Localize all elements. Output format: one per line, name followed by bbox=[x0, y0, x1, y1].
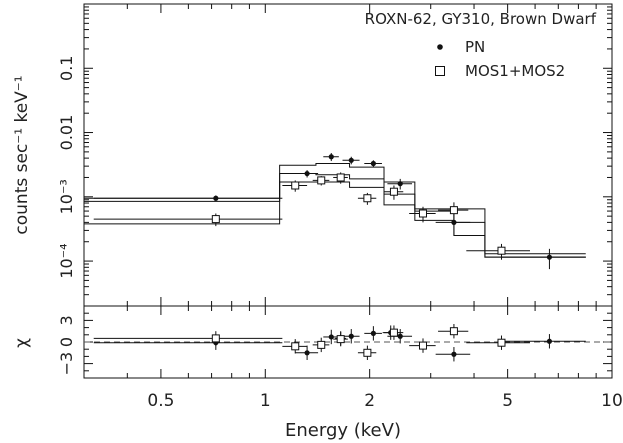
spectrum-y-tick-label: 0.1 bbox=[57, 56, 76, 81]
spectrum-mos-point bbox=[418, 209, 427, 218]
spectrum-pn-point bbox=[348, 157, 354, 163]
spectrum-panel: 10⁻⁴ 10⁻³ 0.01 0.1 bbox=[57, 3, 613, 307]
spectrum-mos-point bbox=[363, 194, 372, 203]
residual-pn-point bbox=[348, 333, 354, 339]
residual-pn-point bbox=[451, 351, 457, 357]
residual-mos-point bbox=[363, 348, 372, 357]
model-step-line-1 bbox=[84, 162, 586, 258]
residual-mos-point bbox=[497, 338, 506, 347]
spectrum-mos-point bbox=[291, 181, 300, 190]
spectrum-y-tick-label: 0.01 bbox=[57, 115, 76, 151]
x-tick-label: 10 bbox=[601, 391, 623, 411]
residual-pn-point bbox=[546, 338, 553, 344]
legend-pn-label: PN bbox=[465, 38, 485, 56]
residual-pn-point bbox=[304, 350, 310, 356]
y-axis-label-top: counts sec⁻¹ keV⁻¹ bbox=[12, 75, 32, 234]
residual-y-tick-label: 0 bbox=[57, 337, 76, 347]
spectrum-frame bbox=[83, 3, 613, 307]
legend-pn-marker bbox=[437, 44, 443, 50]
spectrum-pn-point bbox=[213, 195, 219, 201]
residual-mos-point bbox=[449, 327, 458, 336]
residual-mos-point bbox=[317, 340, 326, 349]
spectrum-y-tick-label: 10⁻⁴ bbox=[57, 243, 76, 278]
model-step-line-2 bbox=[84, 173, 586, 258]
spectrum-pn-point bbox=[328, 154, 334, 160]
x-tick-label: 2 bbox=[364, 391, 375, 411]
spectrum-mos-point bbox=[336, 173, 345, 182]
chart-title: ROXN-62, GY310, Brown Dwarf bbox=[365, 10, 597, 28]
residual-pn-point bbox=[328, 334, 334, 340]
x-tick-label: 0.5 bbox=[147, 391, 174, 411]
spectrum-mos-point bbox=[317, 176, 326, 185]
residual-pn-point bbox=[370, 330, 376, 336]
residual-y-tick-label: 3 bbox=[57, 315, 76, 325]
legend: PN MOS1+MOS2 bbox=[435, 38, 565, 80]
residual-mos-point bbox=[389, 328, 398, 337]
spectrum-mos-point bbox=[389, 187, 398, 196]
model-step-line-3 bbox=[84, 181, 586, 255]
spectrum-pn-point bbox=[397, 181, 403, 187]
residual-mos-point bbox=[336, 335, 345, 344]
spectrum-mos-point bbox=[211, 215, 220, 224]
spectrum-mos-point bbox=[449, 206, 458, 215]
residual-y-tick-label: −3 bbox=[57, 352, 76, 376]
legend-mos-label: MOS1+MOS2 bbox=[465, 62, 565, 80]
x-axis-label: Energy (keV) bbox=[285, 420, 401, 441]
residual-mos-point bbox=[291, 342, 300, 351]
spectrum-pn-point bbox=[546, 254, 553, 260]
residual-mos-point bbox=[211, 334, 220, 343]
x-tick-label: 1 bbox=[260, 391, 271, 411]
residual-pn-point bbox=[397, 333, 403, 339]
x-tick-label: 5 bbox=[502, 391, 513, 411]
spectrum-y-tick-label: 10⁻³ bbox=[57, 179, 76, 214]
spectrum-pn-point bbox=[451, 219, 457, 225]
residual-panel: 0.5 1 2 5 10 −3 0 3 bbox=[57, 305, 623, 411]
spectrum-mos-point bbox=[497, 246, 506, 255]
spectrum-pn-point bbox=[304, 170, 310, 177]
legend-mos-marker bbox=[435, 66, 445, 76]
y-axis-label-bottom: χ bbox=[12, 338, 32, 348]
residual-mos-point bbox=[418, 341, 427, 350]
spectrum-pn-point bbox=[370, 160, 376, 167]
